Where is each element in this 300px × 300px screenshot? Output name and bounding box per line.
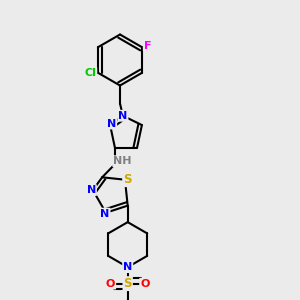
Text: F: F [144, 41, 151, 51]
Text: N: N [100, 208, 109, 219]
Text: O: O [106, 279, 115, 289]
Text: N: N [87, 185, 96, 195]
Text: S: S [123, 277, 132, 290]
Text: N: N [123, 262, 132, 272]
Text: N: N [107, 118, 116, 128]
Text: N: N [118, 111, 128, 121]
Text: Cl: Cl [85, 68, 96, 78]
Text: S: S [123, 173, 132, 186]
Text: O: O [140, 279, 149, 289]
Text: NH: NH [113, 156, 132, 166]
